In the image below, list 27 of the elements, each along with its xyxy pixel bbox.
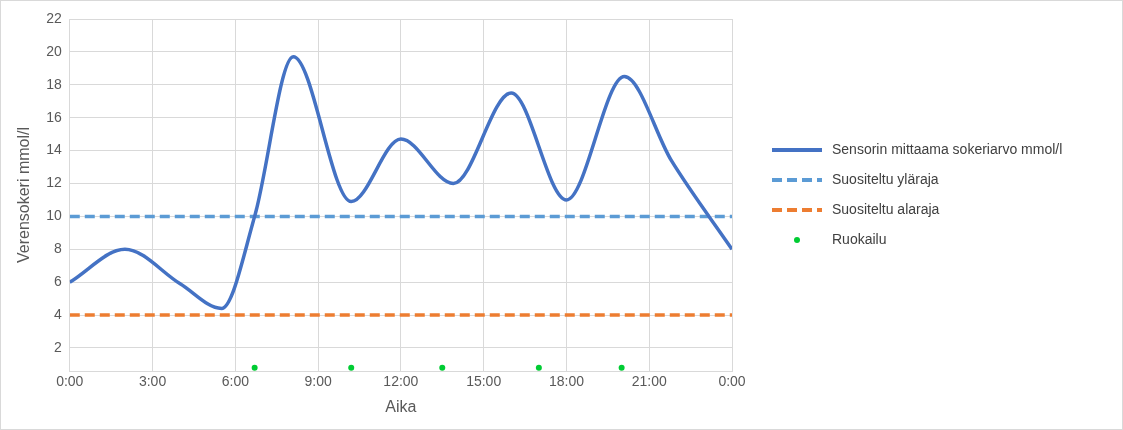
legend-label: Suositeltu yläraja	[832, 170, 939, 187]
y-tick-label: 18	[46, 75, 62, 92]
y-tick-label: 6	[53, 273, 62, 290]
y-tick-label: 4	[53, 305, 62, 322]
legend-label: Sensorin mittaama sokeriarvo mmol/l	[832, 140, 1063, 157]
y-tick-label: 16	[46, 108, 62, 125]
y-tick-label: 10	[46, 207, 62, 224]
y-tick-label: 22	[46, 9, 62, 26]
line-series	[69, 55, 732, 311]
y-axis-title: Verensokeri mmol/l	[15, 126, 33, 264]
y-tick-label: 8	[53, 240, 62, 257]
x-tick-label: 21:00	[631, 373, 667, 390]
x-tick-label: 3:00	[138, 373, 167, 390]
x-tick-label: 9:00	[304, 373, 332, 390]
x-tick-label: 6:00	[221, 373, 250, 390]
y-tick-label: 14	[46, 141, 62, 158]
x-tick-label: 0:00	[718, 373, 746, 390]
x-tick-label: 18:00	[548, 373, 585, 390]
x-tick-label: 12:00	[383, 373, 419, 390]
y-tick-label: 12	[46, 174, 62, 191]
x-axis-title: Aika	[385, 397, 417, 415]
legend-label: Ruokailu	[832, 230, 887, 247]
x-tick-label: 15:00	[466, 373, 502, 390]
x-tick-label: 0:00	[56, 373, 84, 390]
y-tick-label: 2	[53, 338, 62, 355]
y-tick-label: 20	[46, 42, 62, 59]
legend-label: Suositeltu alaraja	[832, 200, 940, 217]
